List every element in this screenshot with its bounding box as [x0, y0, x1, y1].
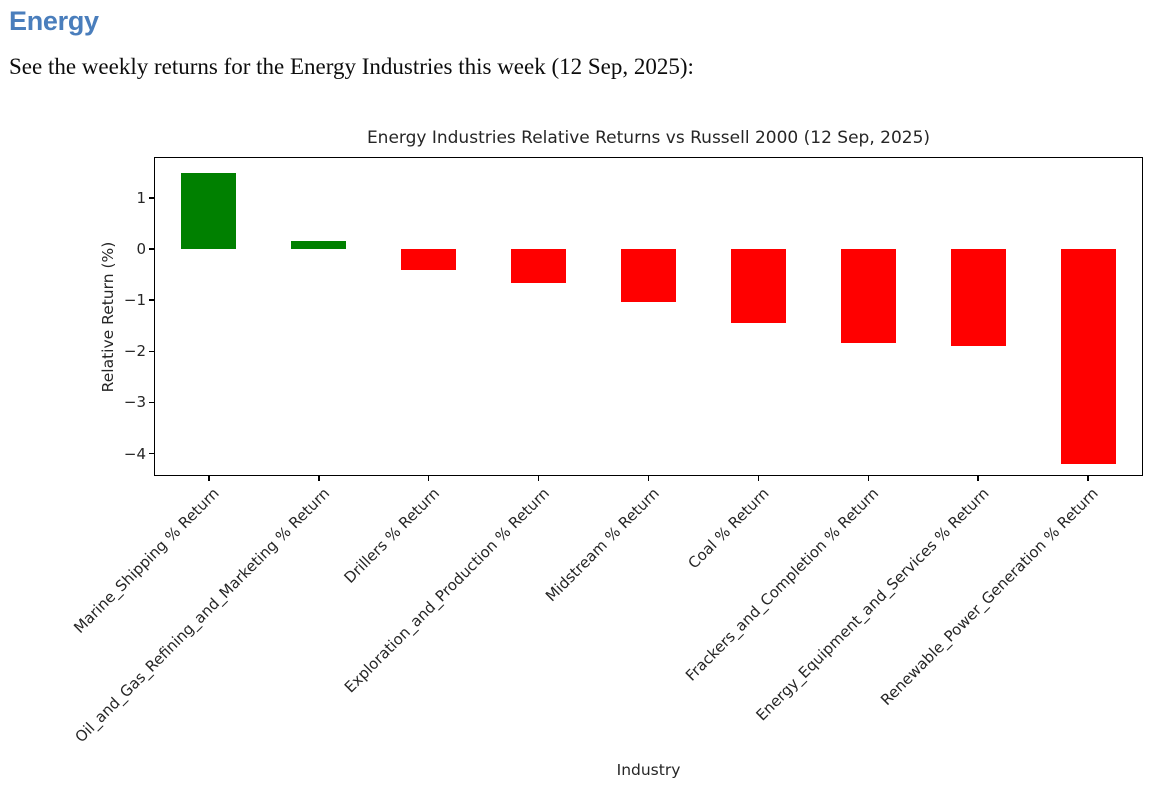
y-tick-label: −3: [123, 393, 146, 412]
bar-energy-equipment-and-services-return: [950, 249, 1006, 346]
x-tick-mark: [977, 476, 979, 481]
x-tick-mark: [647, 476, 650, 481]
y-tick-mark: [149, 452, 154, 455]
x-tick-mark: [1087, 476, 1089, 481]
bar-exploration-and-production-return: [511, 249, 567, 283]
y-tick-mark: [149, 299, 154, 301]
y-tick-label: −1: [123, 291, 146, 310]
bar-oil-and-gas-refining-and-marketing-return: [291, 241, 347, 249]
y-tick-mark: [149, 350, 154, 352]
x-tick-mark: [867, 476, 869, 481]
intro-text: See the weekly returns for the Energy In…: [9, 54, 694, 79]
bar-frackers-and-completion-return: [840, 249, 896, 344]
y-tick-label: 1: [136, 188, 146, 207]
chart-title: Energy Industries Relative Returns vs Ru…: [366, 128, 931, 148]
bar-drillers-return: [401, 249, 457, 271]
x-tick-label: Energy_Equipment_and_Services % Return: [752, 484, 993, 725]
y-tick-mark: [149, 248, 154, 250]
bar-marine-shipping-return: [181, 173, 237, 249]
y-tick-mark: [149, 197, 154, 199]
energy-returns-bar-chart: Energy Industries Relative Returns vs Ru…: [0, 120, 1162, 800]
x-tick-label: Coal % Return: [684, 484, 773, 573]
y-axis-label: Relative Return (%): [99, 241, 117, 392]
x-tick-mark: [208, 476, 210, 481]
x-tick-mark: [537, 476, 540, 481]
bar-midstream-return: [621, 249, 676, 303]
y-tick-label: −4: [123, 444, 146, 463]
x-tick-label: Frackers_and_Completion % Return: [682, 484, 883, 685]
x-tick-label: Oil_and_Gas_Refining_and_Marketing % Ret…: [71, 484, 333, 747]
x-tick-mark: [757, 476, 760, 481]
x-tick-mark: [318, 476, 320, 481]
bar-coal-return: [730, 249, 786, 324]
y-tick-mark: [149, 401, 154, 404]
x-tick-label: Drillers % Return: [340, 484, 443, 587]
x-tick-label: Renewable_Power_Generation % Return: [877, 484, 1103, 709]
x-tick-label: Midstream % Return: [541, 484, 663, 606]
x-tick-mark: [428, 476, 430, 481]
page-title: Energy: [9, 6, 99, 36]
bar-renewable-power-generation-return: [1060, 249, 1116, 464]
y-tick-label: 0: [136, 240, 146, 259]
y-tick-label: −2: [123, 342, 146, 361]
x-tick-label: Exploration_and_Production % Return: [340, 484, 553, 697]
x-axis-label: Industry: [616, 761, 681, 779]
